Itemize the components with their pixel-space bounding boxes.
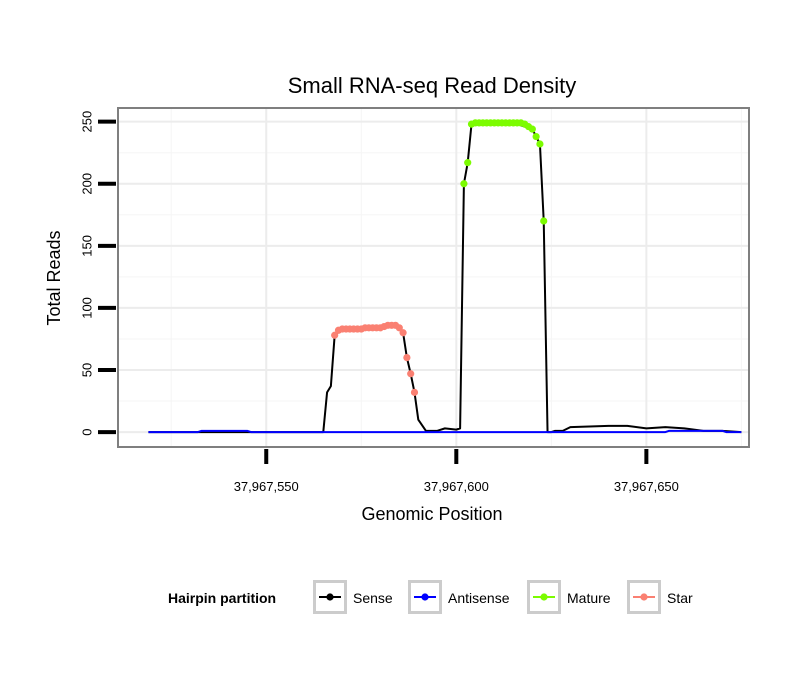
plot-panel-background [118, 108, 749, 447]
plot-panel-border [117, 107, 750, 448]
legend-label-mature: Mature [567, 590, 611, 606]
legend-label-star: Star [667, 590, 693, 606]
marker-layer [331, 119, 548, 396]
data-point-mature [464, 159, 472, 167]
x-tick-label: 37,967,600 [424, 479, 489, 494]
legend-key-marker-star [640, 593, 648, 601]
y-tick-label: 100 [79, 297, 94, 319]
data-point-star [407, 370, 415, 378]
y-tick-label: 150 [79, 235, 94, 257]
y-axis-title: Total Reads [44, 230, 64, 325]
x-tick-label: 37,967,650 [614, 479, 679, 494]
data-point-star [399, 329, 407, 337]
axis-layer: 37,967,550 37,967,600 37,967,650 0 50 100 150 2… [79, 111, 678, 494]
y-tick-label: 50 [79, 363, 94, 377]
x-tick-label: 37,967,550 [234, 479, 299, 494]
y-tick-label: 250 [79, 111, 94, 133]
data-point-star [410, 388, 419, 396]
legend-key-marker-antisense [421, 593, 429, 601]
data-point-mature [540, 217, 548, 225]
data-point-star [331, 331, 339, 339]
chart-title: Small RNA-seq Read Density [288, 73, 577, 98]
legend: Hairpin partition Sense Antisense Mature St… [168, 580, 693, 614]
data-point-mature [460, 180, 468, 188]
legend-title: Hairpin partition [168, 590, 276, 606]
legend-key-marker-mature [540, 593, 548, 601]
data-point-mature [528, 125, 536, 133]
x-axis-title: Genomic Position [361, 504, 502, 524]
y-tick-label: 200 [79, 173, 94, 195]
data-point-star [395, 324, 403, 332]
legend-label-sense: Sense [353, 590, 393, 606]
data-point-star [403, 353, 411, 362]
legend-label-antisense: Antisense [448, 590, 510, 606]
y-tick-label: 0 [79, 428, 94, 435]
data-point-mature [536, 140, 544, 148]
series-line-antisense [148, 429, 742, 434]
data-point-mature [532, 132, 540, 141]
legend-key-marker-sense [326, 593, 334, 601]
